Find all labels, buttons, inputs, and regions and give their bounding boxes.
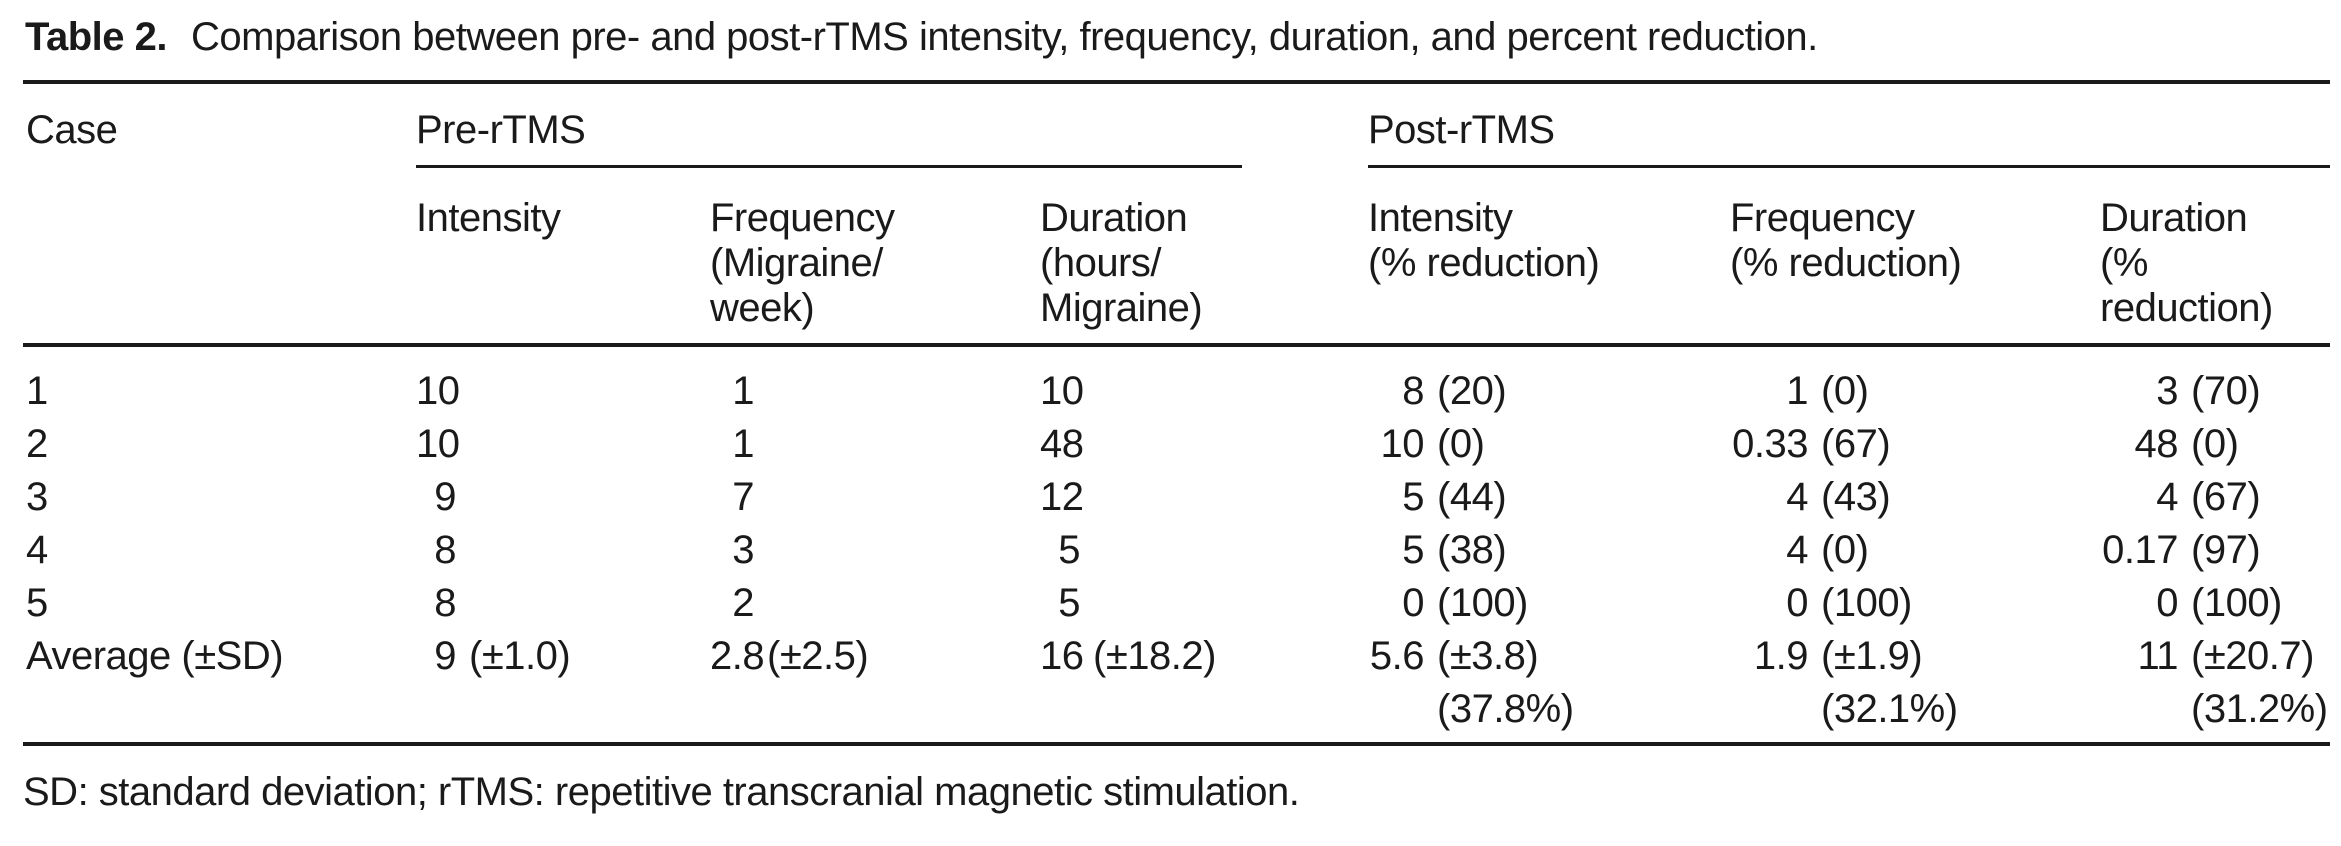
group-header-post-rtms: Post-rTMS bbox=[1368, 84, 2330, 168]
table-cell: 5 bbox=[1058, 528, 1080, 572]
table-cell: 0.17 (97) bbox=[2102, 528, 2261, 572]
table-footnote: SD: standard deviation; rTMS: repetitive… bbox=[23, 770, 1300, 814]
table-bottom-rule bbox=[23, 742, 2330, 746]
table-cell: 8 bbox=[434, 581, 456, 625]
table-cell: 1 (0) bbox=[1786, 369, 1869, 413]
table-cell: 10 (0) bbox=[1380, 422, 1485, 466]
table-cell: 2.8(±2.5) bbox=[710, 634, 869, 678]
table-cell: 4 (43) bbox=[1786, 475, 1891, 519]
table-cell: 2 bbox=[732, 581, 754, 625]
column-header-pre-duration: Duration (hours/ Migraine) bbox=[1040, 196, 1203, 330]
average-percent-line: (32.1%) bbox=[1821, 687, 1958, 731]
table-cell: 10 bbox=[416, 422, 460, 466]
table-cell: 3 bbox=[732, 528, 754, 572]
average-percent-line: (37.8%) bbox=[1437, 687, 1574, 731]
table-cell: 48 bbox=[1040, 422, 1084, 466]
table-cell: 9 bbox=[434, 475, 456, 519]
table-cell: 48 (0) bbox=[2134, 422, 2239, 466]
average-percent-line: (31.2%) bbox=[2191, 687, 2328, 731]
table-cell: 0 (100) bbox=[1786, 581, 1912, 625]
table-cell: 4 (0) bbox=[1786, 528, 1869, 572]
table-cell: 12 bbox=[1040, 475, 1084, 519]
case-label: 4 bbox=[26, 528, 48, 572]
table-mid-rule bbox=[23, 343, 2330, 347]
column-header-case: Case bbox=[26, 108, 118, 152]
table-cell: 0.33 (67) bbox=[1732, 422, 1891, 466]
data-table: Case Pre-rTMS Post-rTMS Intensity Freque… bbox=[23, 80, 2330, 746]
table-cell: 0 (100) bbox=[1402, 581, 1528, 625]
table-cell: 7 bbox=[732, 475, 754, 519]
table-cell: 10 bbox=[1040, 369, 1084, 413]
column-header-post-duration: Duration (% reduction) bbox=[2100, 196, 2273, 330]
table-top-rule bbox=[23, 80, 2330, 84]
table-cell: 1.9 (±1.9) (32.1%) bbox=[1730, 630, 2100, 736]
column-header-pre-frequency: Frequency (Migraine/ week) bbox=[710, 196, 895, 330]
group-header-pre-rtms: Pre-rTMS bbox=[416, 84, 1368, 168]
table-caption: Table 2. Comparison between pre- and post… bbox=[25, 14, 2311, 60]
table-cell: 5 (38) bbox=[1402, 528, 1507, 572]
table-caption-text: Comparison between pre- and post-rTMS in… bbox=[190, 15, 1818, 59]
table-cell: 1 bbox=[732, 422, 754, 466]
table-cell: 8 (20) bbox=[1402, 369, 1507, 413]
case-label: 1 bbox=[26, 369, 48, 413]
case-label: 2 bbox=[26, 422, 48, 466]
table-number-label: Table 2. bbox=[25, 15, 167, 59]
column-header-spacer bbox=[23, 168, 416, 343]
column-header-pre-intensity: Intensity bbox=[416, 196, 561, 240]
table-cell: 9 (±1.0) bbox=[434, 634, 571, 678]
table-cell: 11 (±20.7) (31.2%) bbox=[2100, 630, 2330, 736]
column-header-post-intensity: Intensity (% reduction) bbox=[1368, 196, 1600, 285]
table-cell: 4 (67) bbox=[2156, 475, 2261, 519]
table-cell: 5 (44) bbox=[1402, 475, 1507, 519]
table-cell: 1 bbox=[732, 369, 754, 413]
paper-table-figure: Table 2. Comparison between pre- and post… bbox=[0, 14, 2341, 846]
case-label: 3 bbox=[26, 475, 48, 519]
case-label-average: Average (±SD) bbox=[26, 634, 284, 678]
table-cell: 16 (±18.2) bbox=[1040, 634, 1216, 678]
table-cell: 8 bbox=[434, 528, 456, 572]
table-cell: 5 bbox=[1058, 581, 1080, 625]
pre-rtms-spanner-rule bbox=[416, 165, 1242, 168]
post-rtms-spanner-rule bbox=[1368, 165, 2330, 168]
table-cell: 5.6 (±3.8) (37.8%) bbox=[1368, 630, 1730, 736]
table-cell: 0 (100) bbox=[2156, 581, 2282, 625]
column-header-post-frequency: Frequency (% reduction) bbox=[1730, 196, 1962, 285]
case-label: 5 bbox=[26, 581, 48, 625]
table-cell: 10 bbox=[416, 369, 460, 413]
table-cell: 3 (70) bbox=[2156, 369, 2261, 413]
